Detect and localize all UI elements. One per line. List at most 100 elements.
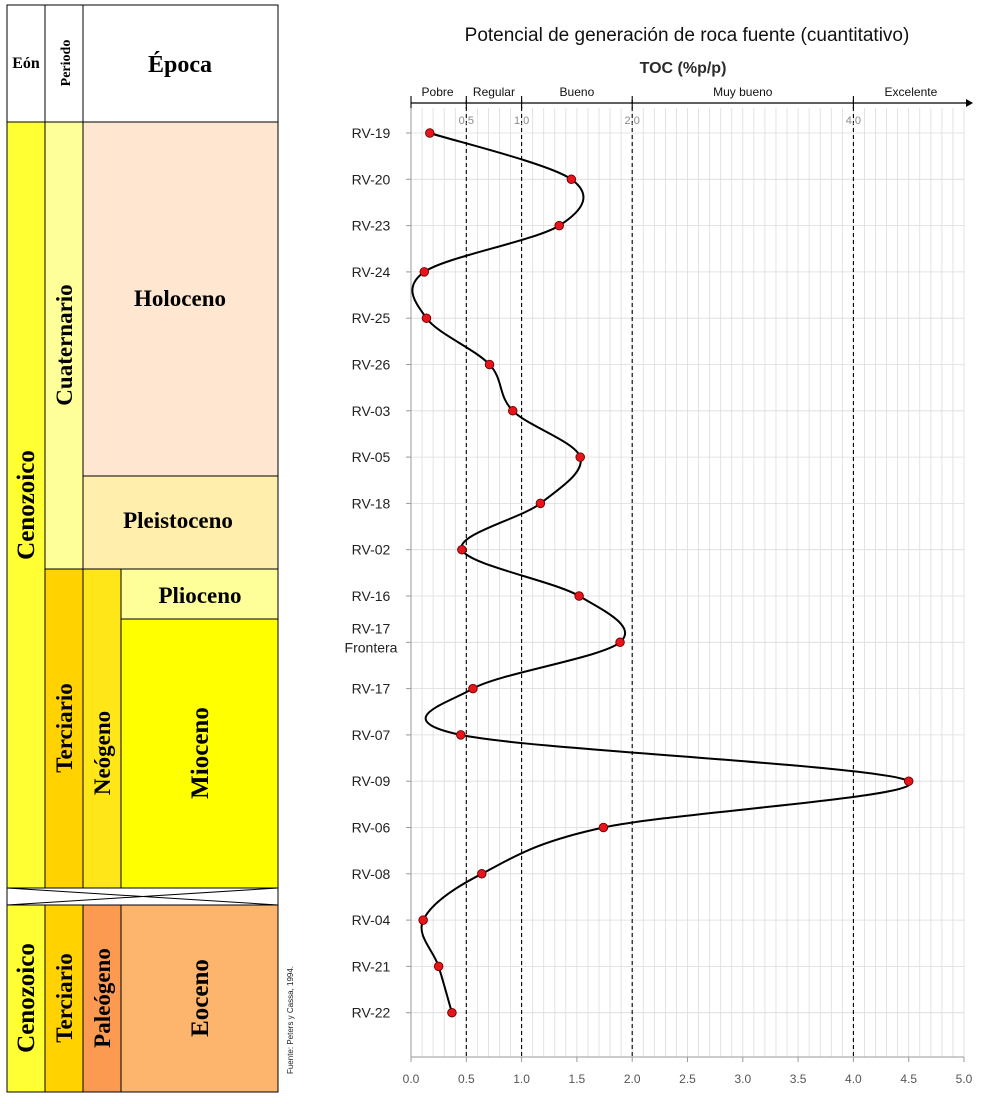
- epoch-holoceno: [82, 121, 279, 477]
- category-axis-arrow: [966, 99, 973, 107]
- eon-cenozoico-upper: [6, 121, 46, 889]
- bottom-axis: 0.0 0.5 1.0 1.5 2.0 2.5 3.0 3.5 4.0 4.5 5.0: [403, 108, 973, 1086]
- data-point: [566, 174, 577, 185]
- sample-label: RV-05: [352, 449, 391, 465]
- sample-label: RV-17: [352, 681, 391, 697]
- sample-label: RV-20: [352, 171, 391, 187]
- sample-label: RV-26: [352, 357, 391, 373]
- x-tick-label: 0.5: [458, 1072, 475, 1086]
- subperiod-paleogeno: [82, 904, 122, 1093]
- epoch-plioceno: [120, 568, 279, 620]
- gridlines: [411, 108, 965, 1057]
- sample-label: RV-09: [352, 773, 391, 789]
- chart-area: Potencial de generación de roca fuente (…: [345, 25, 973, 1086]
- eon-cenozoico-lower: [6, 904, 46, 1093]
- epoch-holoceno-label: Holoceno: [134, 286, 226, 311]
- x-tick-label: 0.0: [403, 1072, 420, 1086]
- data-point: [484, 359, 495, 370]
- data-point: [574, 591, 584, 601]
- period-cuaternario-label: Cuaternario: [52, 284, 77, 405]
- sample-label: RV-21: [352, 958, 391, 974]
- category-label: Bueno: [560, 85, 595, 99]
- category-label: Excelente: [885, 85, 938, 99]
- data-point: [468, 683, 478, 694]
- sample-label: RV-02: [352, 542, 391, 558]
- sample-label: RV-08: [352, 866, 391, 882]
- data-point: [615, 637, 625, 648]
- header-box: [6, 4, 279, 123]
- x-tick-label: 1.5: [569, 1072, 586, 1086]
- subperiod-neogeno: [82, 568, 122, 889]
- sample-label: RV-24: [352, 264, 391, 280]
- data-point: [508, 406, 518, 416]
- header-eon: Eón: [12, 55, 40, 72]
- category-label: Pobre: [422, 85, 454, 99]
- x-tick-label: 1.0: [513, 1072, 530, 1086]
- stratigraphic-column: Eón Periodo Época Cenozoico Cuaternario …: [6, 4, 295, 1093]
- data-point: [418, 915, 428, 925]
- sample-label: RV-03: [352, 403, 391, 419]
- x-tick-label: 4.5: [900, 1072, 917, 1086]
- x-tick-label: 3.5: [790, 1072, 807, 1086]
- threshold-label: 2.0: [625, 115, 640, 127]
- source-note: Fuente: Peters y Cassa, 1994.: [286, 966, 295, 1074]
- chart-title: Potencial de generación de roca fuente (…: [465, 25, 910, 46]
- x-tick-label: 2.5: [679, 1072, 696, 1086]
- eon-cenozoico-lower-label: Cenozoico: [13, 943, 40, 1053]
- data-point: [425, 128, 435, 138]
- epoch-pleistoceno: [82, 475, 279, 570]
- epoch-pleistoceno-label: Pleistoceno: [123, 508, 233, 533]
- sample-label: RV-04: [352, 912, 391, 928]
- period-terciario-lower-label: Terciario: [52, 953, 77, 1042]
- sample-label: RV-17: [352, 620, 391, 636]
- subperiod-neogeno-label: Neógeno: [90, 711, 115, 795]
- header-epoch: Época: [148, 52, 212, 78]
- period-cuaternario: [44, 121, 84, 570]
- data-point: [457, 544, 467, 555]
- x-tick-label: 3.0: [734, 1072, 751, 1086]
- data-point: [433, 961, 444, 972]
- toc-series-line: [411, 132, 912, 1013]
- period-terciario-upper-label: Terciario: [52, 683, 77, 772]
- sample-label: RV-18: [352, 495, 391, 511]
- threshold-label: 1.0: [514, 115, 529, 127]
- threshold-label: 4.0: [846, 115, 861, 127]
- data-point: [419, 267, 430, 277]
- epoch-mioceno-label: Mioceno: [187, 707, 214, 799]
- data-point: [447, 1007, 457, 1018]
- category-label: Regular: [473, 85, 515, 99]
- data-point: [554, 220, 564, 231]
- category-label: Muy bueno: [713, 85, 773, 99]
- sample-label: RV-07: [352, 727, 391, 743]
- threshold-lines: 0.5 1.0 2.0 4.0: [459, 100, 861, 1057]
- subperiod-paleogeno-label: Paleógeno: [90, 948, 115, 1048]
- epoch-mioceno: [120, 618, 279, 889]
- x-tick-label: 5.0: [956, 1072, 973, 1086]
- sample-label: RV-23: [352, 218, 391, 234]
- data-point: [421, 313, 432, 323]
- epoch-eoceno-label: Eoceno: [187, 959, 214, 1037]
- sample-labels: RV-19 RV-20 RV-23 RV-24 RV-25 RV-26 RV-03 RV-05…: [345, 125, 411, 1021]
- data-point: [456, 730, 466, 740]
- x-tick-label: 4.0: [845, 1072, 862, 1086]
- series: [411, 128, 914, 1018]
- sample-label: RV-25: [352, 310, 391, 326]
- data-point: [535, 498, 546, 509]
- data-point: [598, 822, 609, 833]
- sample-label-line2: Frontera: [345, 639, 398, 655]
- data-point: [903, 776, 914, 786]
- data-point: [575, 452, 585, 462]
- sample-label: RV-16: [352, 588, 391, 604]
- epoch-eoceno: [120, 904, 279, 1093]
- chart-subtitle: TOC (%p/p): [640, 60, 727, 77]
- top-axis: Pobre Regular Bueno Muy bueno Excelente: [410, 85, 973, 109]
- sample-label: RV-06: [352, 820, 391, 836]
- header-period: Periodo: [59, 40, 74, 87]
- sample-label: RV-22: [352, 1005, 391, 1021]
- epoch-plioceno-label: Plioceno: [158, 583, 241, 608]
- sample-label: RV-19: [352, 125, 391, 141]
- threshold-label: 0.5: [459, 115, 474, 127]
- data-point: [477, 869, 487, 879]
- eon-cenozoico-upper-label: Cenozoico: [13, 450, 40, 560]
